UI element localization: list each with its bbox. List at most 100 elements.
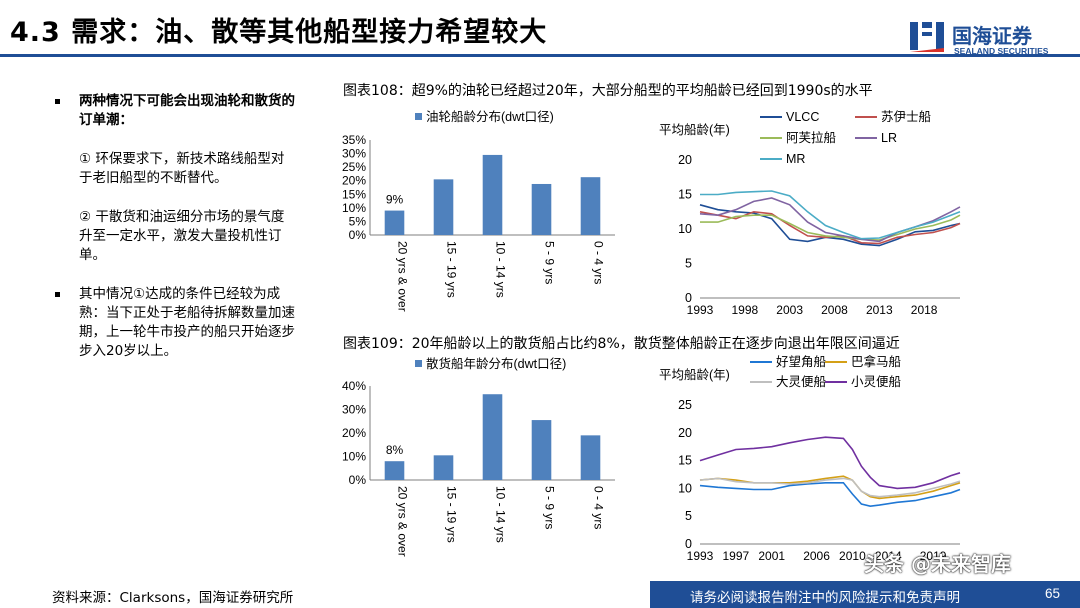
title-divider (0, 54, 1080, 57)
y-axis-label: 平均船龄(年) (659, 368, 730, 382)
legend-label: 巴拿马船 (851, 354, 901, 369)
x-tick-label: 2001 (758, 549, 785, 563)
paragraph-text: ① 环保要求下，新技术路线船型对于老旧船型的不断替代。 (79, 151, 285, 186)
y-tick-label: 10% (342, 450, 366, 464)
paragraph: ① 环保要求下，新技术路线船型对于老旧船型的不断替代。 (55, 150, 295, 188)
series-line (699, 482, 961, 508)
bar (384, 461, 405, 480)
y-tick-label: 25% (342, 160, 366, 174)
x-tick-label: 0 - 4 yrs (592, 486, 606, 529)
data-label: 8% (386, 443, 404, 457)
bar (433, 455, 454, 480)
y-tick-label: 10 (678, 222, 692, 236)
bullet-item: 其中情况①达成的条件已经较为成熟：当下正处于老船待拆解数量加速期，上一轮牛市投产… (55, 285, 295, 361)
data-label: 9% (386, 193, 404, 207)
footer-bar (650, 581, 1080, 608)
bullet-square-icon (55, 292, 60, 297)
legend-label: 阿芙拉船 (786, 130, 836, 145)
x-tick-label: 2010 (839, 549, 866, 563)
bar (433, 179, 454, 235)
page-title: 4.3 需求：油、散等其他船型接力希望较大 (10, 17, 548, 48)
disclaimer: 请务必阅读报告附注中的风险提示和免责声明 (690, 590, 960, 606)
series-line (700, 190, 961, 240)
logo-text-en: SEALAND SECURITIES (954, 46, 1049, 56)
x-tick-label: 2008 (821, 303, 848, 317)
tanker-age-bar-chart: 油轮船龄分布(dwt口径) 0%5%10%15%20%25%30%35% 9% 20 … (342, 110, 615, 312)
y-tick-label: 5 (685, 509, 692, 523)
series-line (699, 204, 961, 247)
legend-swatch (415, 113, 422, 120)
legend-label: 好望角船 (776, 354, 826, 369)
x-tick-label: 1997 (723, 549, 750, 563)
x-tick-label: 1993 (687, 303, 714, 317)
x-tick-label: 5 - 9 yrs (543, 486, 557, 529)
y-tick-label: 0 (685, 291, 692, 305)
x-tick-label: 5 - 9 yrs (543, 241, 557, 284)
figure-109-title: 图表109：20年船龄以上的散货船占比约8%，散货整体船龄正在逐步向退出年限区间… (343, 336, 900, 352)
legend-label: 小灵便船 (851, 375, 901, 389)
y-tick-label: 10 (678, 481, 692, 495)
x-tick-label: 10 - 14 yrs (494, 241, 508, 298)
x-tick-label: 10 - 14 yrs (494, 486, 508, 543)
y-tick-label: 0 (685, 537, 692, 551)
legend-label: 大灵便船 (776, 375, 826, 389)
legend-label: MR (786, 152, 805, 166)
x-tick-label: 2019 (920, 549, 947, 563)
legend-label: LR (881, 131, 897, 145)
page-number: 65 (1045, 586, 1061, 601)
logo-text-cn: 国海证券 (952, 24, 1032, 48)
y-tick-label: 25 (678, 398, 692, 412)
legend-label: 苏伊士船 (881, 109, 931, 124)
y-tick-label: 15 (678, 454, 692, 468)
bulker-age-bar-chart: 散货船年龄分布(dwt口径) 0% 10% 20% 30% 40% 8% 20 yrs & o… (342, 356, 615, 557)
bar (580, 435, 601, 480)
y-tick-label: 15% (342, 187, 366, 201)
bullet-item: 两种情况下可能会出现油轮和散货的订单潮： (55, 92, 295, 130)
bullet-square-icon (55, 99, 60, 104)
y-tick-label: 40% (342, 379, 366, 393)
y-tick-label: 20 (678, 426, 692, 440)
x-tick-label: 2018 (911, 303, 938, 317)
legend-label: 散货船年龄分布(dwt口径) (426, 356, 566, 371)
y-tick-label: 20% (342, 426, 366, 440)
x-tick-label: 2006 (803, 549, 830, 563)
bar (531, 183, 552, 235)
bullet-list: 两种情况下可能会出现油轮和散货的订单潮： ① 环保要求下，新技术路线船型对于老旧… (55, 92, 295, 361)
x-tick-label: 20 yrs & over (396, 486, 410, 557)
figure-108-title: 图表108：超9%的油轮已经超过20年，大部分船型的平均船龄已经回到1990s的… (343, 83, 873, 99)
bullet-text: 两种情况下可能会出现油轮和散货的订单潮： (79, 93, 295, 128)
source-note: 资料来源：Clarksons，国海证券研究所 (52, 590, 294, 606)
y-tick-label: 0% (349, 473, 367, 487)
x-tick-label: 1998 (731, 303, 758, 317)
series-line (699, 197, 961, 243)
y-tick-label: 20 (678, 153, 692, 167)
bar (384, 210, 405, 235)
series-line (700, 214, 961, 241)
y-tick-label: 0% (349, 228, 367, 242)
y-tick-label: 15 (678, 188, 692, 202)
watermark: 头条 @未来智库 (864, 552, 1011, 576)
bar (482, 394, 503, 480)
y-tick-label: 30% (342, 403, 366, 417)
x-tick-label: 15 - 19 yrs (445, 486, 459, 543)
y-tick-label: 35% (342, 133, 366, 147)
x-tick-label: 2003 (776, 303, 803, 317)
bar (531, 420, 552, 480)
bullet-text: 其中情况①达成的条件已经较为成熟：当下正处于老船待拆解数量加速期，上一轮牛市投产… (79, 286, 295, 359)
y-tick-label: 10% (342, 201, 366, 215)
sealand-logo-icon (910, 22, 944, 52)
bar (580, 177, 601, 235)
x-tick-label: 2013 (866, 303, 893, 317)
legend-label: 油轮船龄分布(dwt口径) (426, 110, 554, 124)
x-tick-label: 1993 (687, 549, 714, 563)
paragraph-text: ② 干散货和油运细分市场的景气度升至一定水平，激发大量投机性订单。 (79, 209, 285, 263)
series-line (699, 477, 961, 498)
bar (482, 154, 503, 235)
paragraph: ② 干散货和油运细分市场的景气度升至一定水平，激发大量投机性订单。 (55, 208, 295, 265)
y-axis-label: 平均船龄(年) (659, 123, 730, 137)
y-tick-label: 5 (685, 257, 692, 271)
y-tick-label: 5% (349, 214, 367, 228)
x-tick-label: 20 yrs & over (396, 241, 410, 312)
